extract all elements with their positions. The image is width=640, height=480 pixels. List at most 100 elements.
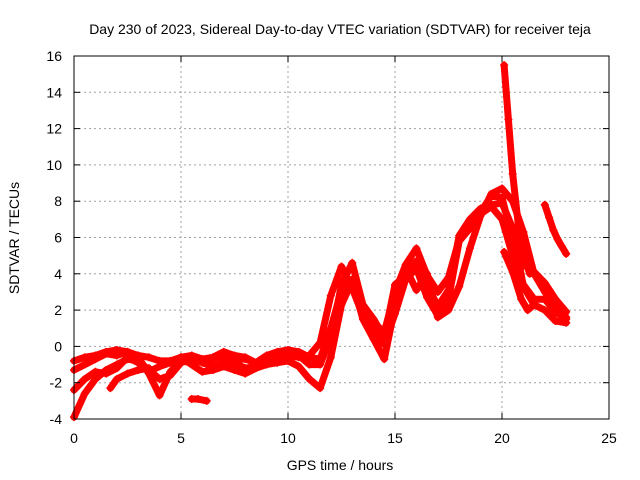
data-point: [294, 347, 303, 356]
y-tick-label: -4: [50, 411, 63, 427]
data-point: [123, 347, 132, 356]
data-point: [209, 365, 218, 374]
y-tick-label: 16: [46, 48, 62, 64]
data-point: [198, 367, 207, 376]
data-point: [326, 291, 335, 300]
data-point: [294, 362, 303, 371]
data-point: [230, 351, 239, 360]
y-tick-label: 2: [54, 302, 62, 318]
data-point: [284, 346, 292, 355]
data-point: [144, 353, 153, 362]
data-point: [455, 235, 464, 244]
data-point: [80, 360, 89, 369]
y-tick-label: 14: [46, 84, 62, 100]
data-point: [517, 295, 526, 304]
data-point: [455, 282, 464, 291]
data-point: [433, 287, 442, 296]
data-point: [348, 275, 357, 284]
series-layer: [70, 61, 571, 422]
data-point: [540, 200, 549, 209]
data-point: [155, 375, 164, 384]
data-point: [540, 295, 549, 304]
data-point: [551, 316, 560, 325]
data-point: [444, 306, 453, 315]
y-tick-label: 8: [54, 193, 62, 209]
data-point: [412, 244, 421, 253]
y-tick-label: 4: [54, 266, 62, 282]
data-point: [230, 365, 239, 374]
data-point: [369, 318, 378, 327]
x-tick-label: 5: [177, 430, 185, 446]
data-point: [198, 355, 207, 364]
y-tick-label: 12: [46, 121, 62, 137]
data-point: [465, 244, 474, 253]
y-tick-label: -2: [50, 375, 63, 391]
data-point: [187, 358, 196, 367]
data-point: [465, 222, 474, 231]
data-point: [241, 369, 250, 378]
data-point: [562, 249, 571, 258]
data-point: [476, 209, 485, 218]
data-point: [500, 248, 509, 257]
data-point: [348, 258, 357, 267]
data-point: [519, 251, 528, 260]
data-point: [369, 335, 378, 344]
data-point: [155, 356, 164, 365]
x-tick-labels: 0 5 10 15 20 25: [70, 430, 617, 446]
data-point: [380, 355, 389, 364]
data-point: [166, 367, 175, 376]
data-point: [412, 286, 421, 295]
data-point: [112, 364, 121, 373]
data-point: [177, 353, 185, 362]
data-point: [80, 375, 89, 384]
y-tick-labels: -4 -2 0 2 4 6 8 10 12 14 16: [46, 48, 62, 427]
data-point: [102, 347, 111, 356]
data-point: [305, 360, 314, 369]
data-point: [504, 115, 513, 124]
x-tick-label: 0: [70, 430, 78, 446]
y-tick-label: 0: [54, 338, 62, 354]
data-point: [498, 215, 506, 224]
data-point: [284, 356, 292, 365]
data-point: [391, 287, 399, 296]
data-point: [444, 273, 453, 282]
data-point: [316, 384, 325, 393]
data-point: [305, 353, 314, 362]
data-point: [508, 169, 517, 178]
data-point: [187, 351, 196, 360]
chart-title: Day 230 of 2023, Sidereal Day-to-day VTE…: [89, 21, 591, 37]
data-point: [326, 324, 335, 333]
data-point: [401, 260, 410, 269]
data-point: [523, 306, 532, 315]
data-point: [202, 396, 211, 405]
x-tick-label: 25: [601, 430, 617, 446]
data-point: [326, 353, 335, 362]
data-point: [519, 280, 528, 289]
data-point: [380, 327, 389, 336]
data-point: [498, 199, 506, 208]
x-tick-label: 10: [280, 430, 296, 446]
data-point: [241, 353, 250, 362]
data-point: [144, 364, 153, 373]
data-point: [219, 362, 228, 371]
data-point: [508, 251, 517, 260]
data-point: [540, 306, 549, 315]
data-point: [444, 286, 453, 295]
x-axis-label: GPS time / hours: [287, 457, 394, 473]
data-point: [549, 226, 558, 235]
x-tick-label: 15: [387, 430, 403, 446]
data-point: [358, 309, 367, 318]
data-point: [91, 367, 100, 376]
series-track-7: [500, 61, 534, 278]
data-point: [251, 358, 260, 367]
data-point: [112, 346, 121, 355]
data-point: [194, 395, 203, 404]
data-point: [123, 369, 132, 378]
data-point: [487, 202, 496, 211]
tick-marks: [73, 55, 610, 420]
data-point: [166, 356, 175, 365]
data-point: [219, 347, 228, 356]
data-point: [433, 302, 442, 311]
data-point: [337, 286, 346, 295]
